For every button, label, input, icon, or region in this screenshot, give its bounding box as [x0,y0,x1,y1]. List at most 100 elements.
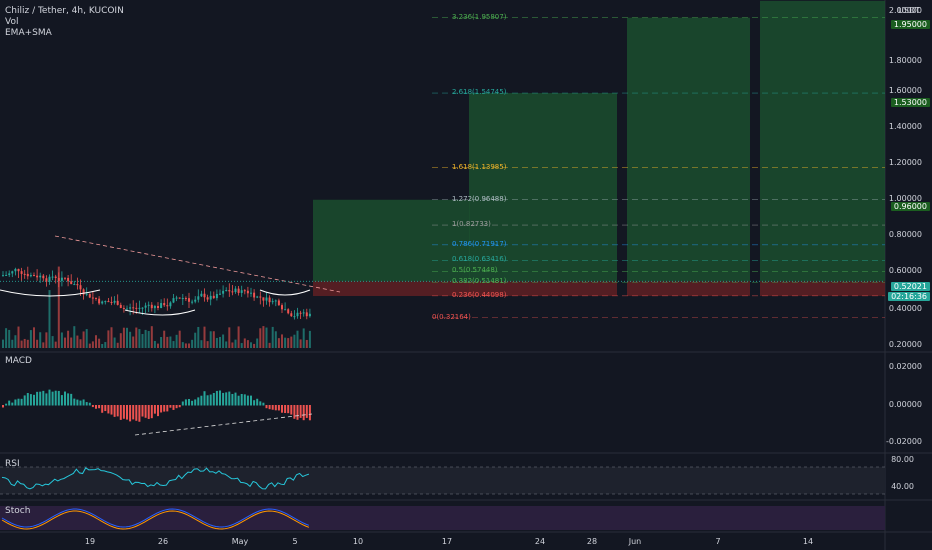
macd-histogram-bar [184,399,187,406]
volume-bar [85,329,88,348]
volume-bar [33,327,35,348]
macd-histogram-bar [284,405,287,414]
candle-body [51,276,54,278]
candle-body [203,293,206,298]
volume-bar [157,343,159,348]
macd-histogram-bar [188,398,190,406]
time-axis-label: 5 [292,537,298,546]
volume-bar [262,326,265,348]
volume-bar [107,330,110,348]
price-axis-label: 1.00000 [888,194,922,203]
ema-sma-indicator-label[interactable]: EMA+SMA [5,28,52,38]
volume-bar [250,342,252,348]
macd-histogram-bar [39,391,42,406]
macd-histogram-bar [166,405,169,412]
rsi-band [0,467,885,494]
candle-body [138,307,141,309]
candle-body [135,307,138,309]
volume-bar [45,332,48,348]
macd-histogram-bar [178,405,181,408]
candle-body [296,312,299,317]
candle-body [153,305,156,309]
candle-body [23,273,26,275]
candle-body [132,307,135,309]
macd-histogram-bar [76,399,79,406]
volume-bar [172,341,175,348]
take-profit-zone [627,17,750,282]
macd-histogram-bar [147,405,150,419]
volume-bar [253,343,256,348]
volume-bar [305,339,308,348]
candle-body [253,292,256,298]
volume-bar [101,343,104,348]
macd-histogram-bar [265,405,268,409]
volume-bar [23,338,26,348]
candle-body [290,313,293,317]
volume-bar [191,339,194,348]
price-axis-label: 0.40000 [888,304,922,313]
volume-bar [200,340,203,348]
fib-level-label: 0.382(0.51481) [452,277,507,286]
volume-bar [169,336,172,348]
candle-body [98,298,101,304]
symbol-legend[interactable]: Chiliz / Tether, 4h, KUCOIN Vol EMA+SMA [5,6,124,39]
candle-body [101,301,104,304]
pattern-arc [0,289,101,297]
fib-level-label: 0.618(0.63416) [452,255,507,264]
rsi-title[interactable]: RSI [5,459,20,469]
volume-bar [11,339,14,348]
volume-indicator-label[interactable]: Vol [5,17,19,27]
volume-bar [265,327,268,348]
macd-histogram-bar [23,395,26,406]
macd-histogram-bar [194,399,197,406]
candle-body [26,273,29,277]
candle-body [76,284,79,286]
candle-body [237,288,240,293]
stoch-title[interactable]: Stoch [5,506,31,516]
volume-bar [181,342,184,348]
candle-body [122,307,125,309]
candle-body [107,301,110,303]
symbol-title: Chiliz / Tether, 4h, KUCOIN [5,6,124,16]
time-axis-label: 28 [586,537,598,546]
macd-histogram-bar [129,405,132,422]
macd-histogram-bar [172,405,175,410]
volume-bar [178,330,181,348]
candle-body [14,268,17,272]
volume-bar [76,335,79,348]
candle-body [54,276,57,279]
volume-bar [209,331,212,348]
candle-body [271,301,274,303]
volume-bar [141,334,144,348]
macd-histogram-bar [54,390,57,406]
macd-histogram-bar [8,400,11,406]
volume-bar [48,290,51,348]
macd-histogram-bar [222,392,225,406]
candle-body [36,275,39,278]
macd-histogram-bar [191,400,194,406]
macd-histogram-bar [122,405,125,419]
volume-bar [256,338,259,348]
stop-loss-zone [627,281,750,296]
candle-body [194,299,197,302]
candle-body [48,276,51,282]
candle-body [42,275,45,279]
candle-body [11,271,14,274]
macd-title[interactable]: MACD [5,356,32,366]
candle-body [191,301,194,303]
macd-histogram-bar [234,392,237,406]
volume-bar [138,329,141,348]
candle-body [246,290,249,294]
stoch-k-line [1,508,310,528]
candle-body [212,295,215,299]
volume-bar [293,334,296,348]
candle-body [308,313,311,317]
macd-histogram-bar [228,391,231,406]
macd-histogram-bar [51,391,54,406]
rsi-line [1,467,310,490]
macd-histogram-bar [302,405,305,421]
fib-level-label: 0(0.32164) [432,312,471,321]
macd-histogram-bar [5,403,8,406]
price-axis-label: 0.60000 [888,266,922,275]
